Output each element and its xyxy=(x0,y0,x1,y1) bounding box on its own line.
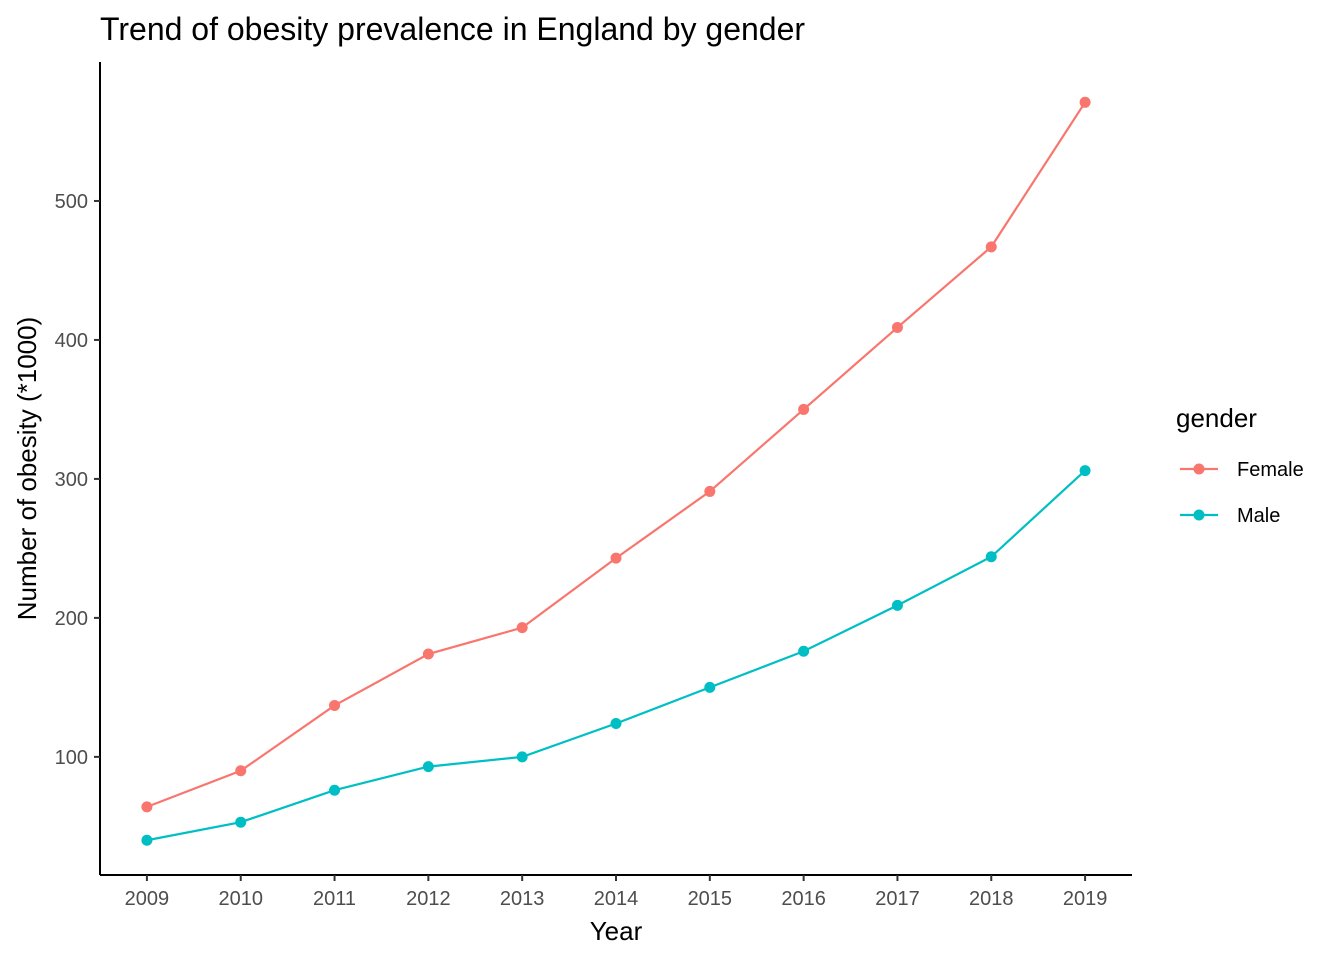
x-tick-label: 2018 xyxy=(969,888,1014,910)
data-point-female xyxy=(1079,96,1091,108)
x-tick-label: 2009 xyxy=(125,888,170,910)
series-line-female xyxy=(146,101,1087,808)
y-tick-label: 400 xyxy=(55,330,88,352)
x-tick-label: 2015 xyxy=(688,888,733,910)
data-point-female xyxy=(235,765,247,777)
data-point-male xyxy=(891,599,903,611)
data-point-male xyxy=(422,761,434,773)
data-point-male xyxy=(329,784,341,796)
data-point-female xyxy=(141,801,153,813)
x-axis-ticks: 2009 2010 2011 2012 2013 2014 2015 2016 2017 2018… xyxy=(125,875,1108,910)
data-point-female xyxy=(422,648,434,660)
data-point-female xyxy=(704,485,716,497)
legend-items: Female Male xyxy=(1180,459,1304,527)
y-tick-label: 300 xyxy=(55,469,88,491)
data-point-female xyxy=(516,622,528,634)
data-point-male xyxy=(798,645,810,657)
data-point-male xyxy=(610,718,622,730)
data-point-male xyxy=(141,834,153,846)
chart-title: Trend of obesity prevalence in England b… xyxy=(100,11,805,47)
x-tick-label: 2014 xyxy=(594,888,639,910)
data-point-male xyxy=(1079,465,1091,477)
data-point-female xyxy=(891,321,903,333)
x-tick-label: 2017 xyxy=(875,888,920,910)
x-tick-label: 2013 xyxy=(500,888,545,910)
y-axis-ticks: 100 200 300 400 500 xyxy=(55,191,100,769)
x-tick-label: 2016 xyxy=(781,888,826,910)
legend-title: gender xyxy=(1176,403,1257,433)
data-point-female xyxy=(985,241,997,253)
y-axis-title: Number of obesity (*1000) xyxy=(12,317,42,620)
data-point-male xyxy=(704,681,716,693)
data-point-male xyxy=(516,751,528,763)
legend-label: Female xyxy=(1237,459,1304,481)
data-point-female xyxy=(329,699,341,711)
x-tick-label: 2012 xyxy=(406,888,451,910)
y-tick-label: 200 xyxy=(55,608,88,630)
data-series xyxy=(141,96,1091,846)
data-point-female xyxy=(610,552,622,564)
data-point-male xyxy=(985,551,997,563)
x-axis-title: Year xyxy=(590,916,643,946)
x-tick-label: 2019 xyxy=(1063,888,1108,910)
series-line-male xyxy=(146,469,1086,842)
x-tick-label: 2011 xyxy=(313,888,356,910)
y-tick-label: 500 xyxy=(55,191,88,213)
axes xyxy=(99,62,1132,876)
legend-key-point xyxy=(1193,463,1205,475)
legend-label: Male xyxy=(1237,505,1280,527)
y-tick-label: 100 xyxy=(55,747,88,769)
legend: gender Female Male xyxy=(1176,403,1304,527)
data-point-male xyxy=(235,816,247,828)
legend-key-point xyxy=(1193,509,1205,521)
x-tick-label: 2010 xyxy=(218,888,263,910)
data-point-female xyxy=(798,403,810,415)
